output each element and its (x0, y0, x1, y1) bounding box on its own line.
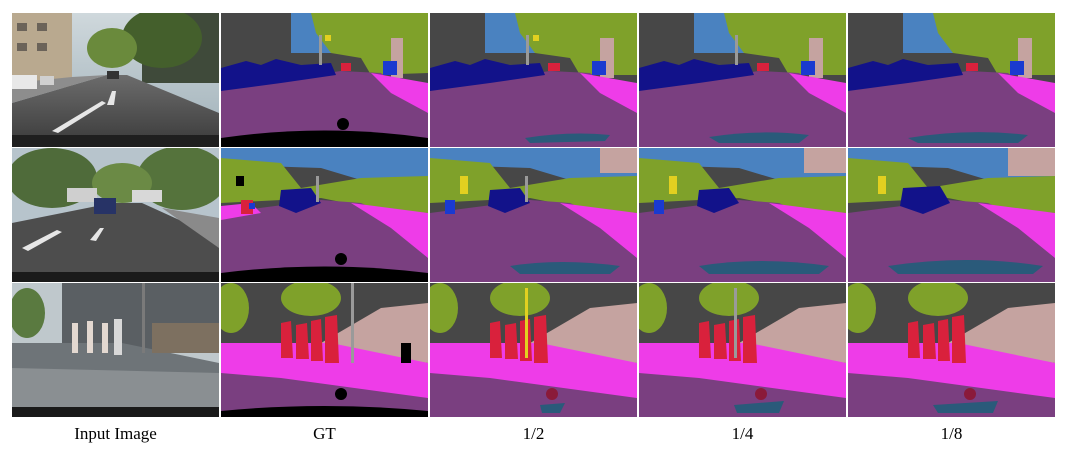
row3-input-image (12, 283, 219, 417)
row1-input-image (12, 13, 219, 147)
column-label-eighth: 1/8 (940, 424, 963, 443)
row3-gt-map (221, 283, 428, 417)
row2-input-image (12, 148, 219, 282)
row1-eighth-prediction (848, 13, 1055, 147)
row1-half-prediction (430, 13, 637, 147)
column-label-quarter: 1/4 (731, 424, 754, 443)
row1-quarter-prediction (639, 13, 846, 147)
row2-gt-map (221, 148, 428, 282)
row1-gt-map (221, 13, 428, 147)
row2-quarter-prediction (639, 148, 846, 282)
row2-eighth-prediction (848, 148, 1055, 282)
row2-half-prediction (430, 148, 637, 282)
column-label-gt: GT (313, 424, 336, 443)
row3-half-prediction (430, 283, 637, 417)
row3-eighth-prediction (848, 283, 1055, 417)
row3-quarter-prediction (639, 283, 846, 417)
column-label-half: 1/2 (522, 424, 545, 443)
column-label-input: Input Image (74, 424, 157, 443)
